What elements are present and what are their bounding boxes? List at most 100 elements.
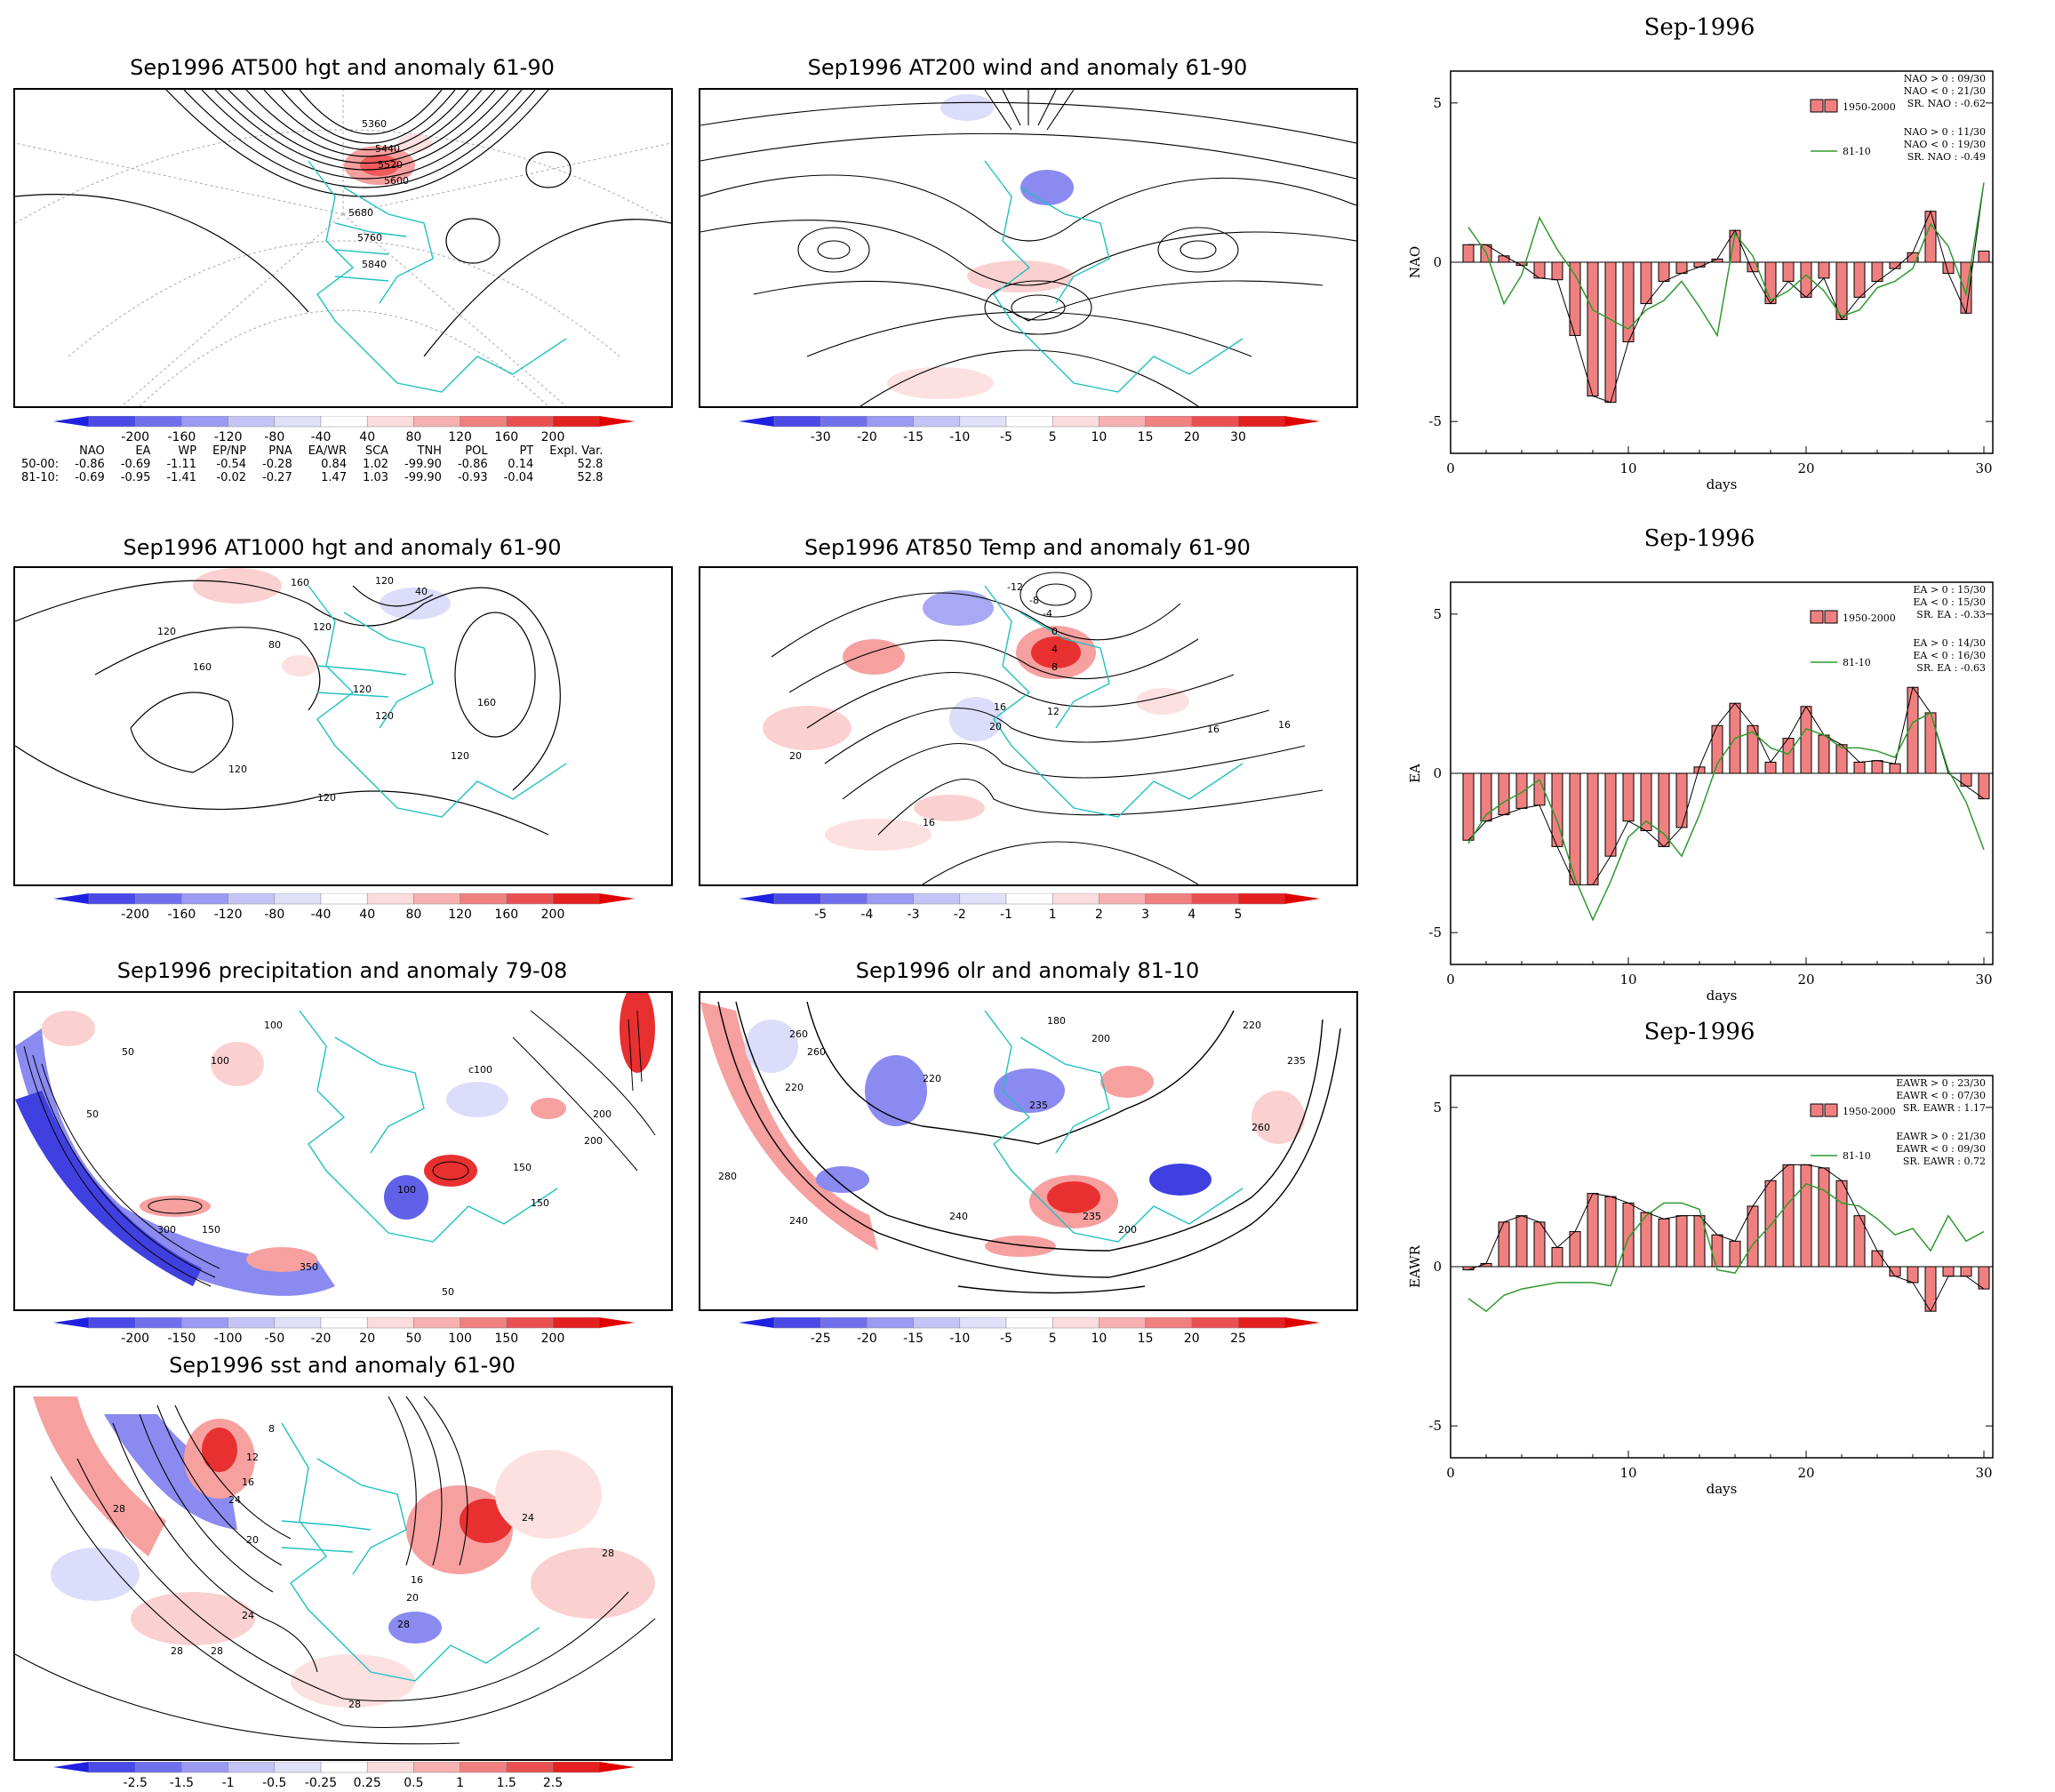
contour-labels: 180 200 220 235 240 260 280 220 260 235 … — [718, 1015, 1306, 1236]
colorbar-tick-label: 160 — [494, 430, 518, 444]
colorbar-segment — [413, 1317, 460, 1329]
legend-stat: SR. EAWR : 0.72 — [1903, 1156, 1986, 1167]
bar — [1835, 1180, 1848, 1268]
map-olr: 180 200 220 235 240 260 280 220 260 235 … — [699, 991, 1358, 1311]
colorbar-tick-label: -160 — [168, 430, 196, 444]
coastline — [308, 585, 567, 818]
colorbar-segment — [506, 893, 554, 905]
bar — [1462, 244, 1475, 263]
index-value: -0.28 — [262, 458, 292, 471]
svg-text:150: 150 — [531, 1197, 549, 1209]
legend-stat: SR. EA : -0.33 — [1916, 609, 1986, 620]
svg-text:4: 4 — [1051, 644, 1058, 655]
svg-text:300: 300 — [157, 1224, 176, 1236]
svg-text:20: 20 — [989, 721, 1002, 732]
colorbar-segment — [366, 416, 414, 428]
colorbar-tick-label: -80 — [264, 430, 284, 444]
y-axis-label: EAWR — [1407, 1244, 1423, 1288]
colorbar-segment — [820, 1317, 868, 1329]
svg-text:28: 28 — [171, 1645, 183, 1657]
y-tick-label: 5 — [1433, 95, 1442, 111]
svg-text:120: 120 — [317, 792, 336, 804]
bar — [1515, 1215, 1528, 1268]
contour-labels: 50 100 150 200 300 350 50 100 100 150 c1… — [86, 1020, 612, 1298]
legend-stat: SR. NAO : -0.49 — [1907, 151, 1986, 163]
anomaly-area — [1136, 688, 1189, 715]
colorbar-tick-label: 3 — [1141, 908, 1149, 922]
colorbar-segment — [552, 416, 600, 428]
index-header: PNA — [268, 444, 292, 458]
anomaly-area — [1100, 1066, 1154, 1098]
colorbar-segment — [320, 416, 368, 428]
colorbar-segment — [1051, 416, 1099, 428]
colorbar-tick-label: -40 — [311, 908, 332, 922]
colorbar-tick-label: 80 — [405, 430, 421, 444]
contours — [717, 1001, 1341, 1294]
bar — [1782, 261, 1795, 282]
y-tick-label: 5 — [1433, 606, 1442, 622]
colorbar-segment — [506, 1317, 554, 1329]
colorbar-tick-label: 200 — [541, 908, 565, 922]
legend-label-bar: 1950-2000 — [1843, 612, 1896, 624]
x-tick-label: 20 — [1797, 972, 1814, 988]
y-tick-label: -5 — [1428, 1418, 1442, 1434]
colorbar-segment — [506, 1762, 554, 1773]
colorbar-tick-label: 15 — [1138, 1332, 1154, 1346]
colorbar-segment — [1191, 893, 1239, 905]
colorbar-tick-label: 5 — [1235, 908, 1243, 922]
streamlines — [700, 90, 1356, 406]
svg-text:120: 120 — [313, 621, 332, 633]
colorbar-tick-label: 20 — [1184, 1332, 1200, 1346]
index-value: 0.14 — [508, 458, 534, 471]
index-value: 0.84 — [321, 458, 348, 471]
svg-text:120: 120 — [375, 710, 394, 722]
anomaly-area — [887, 367, 994, 399]
bar — [1978, 772, 1990, 800]
svg-text:16: 16 — [242, 1476, 254, 1488]
svg-text:200: 200 — [1118, 1224, 1137, 1236]
bar — [1800, 706, 1812, 774]
chart-eawr: 5 0 -5 0 10 20 30 days EAWR 1950-2000 EAWR > 0 : 2… — [1407, 1075, 1994, 1497]
svg-text:-12: -12 — [1007, 581, 1023, 593]
svg-text:150: 150 — [202, 1224, 220, 1236]
colorbar-segment — [88, 1317, 136, 1329]
colorbar-segment — [773, 416, 821, 428]
index-value: -0.54 — [216, 458, 247, 471]
bar — [1729, 1240, 1741, 1268]
bar — [1853, 761, 1866, 774]
bar — [1533, 1221, 1546, 1268]
x-tick-label: 0 — [1446, 460, 1455, 476]
svg-text:-4: -4 — [1043, 608, 1052, 620]
index-value: -0.27 — [262, 471, 292, 484]
colorbar-segment — [773, 1317, 821, 1329]
svg-text:120: 120 — [157, 626, 176, 637]
svg-text:8: 8 — [268, 1423, 275, 1435]
colorbar-segment — [366, 1762, 414, 1773]
colorbar-segment — [274, 893, 322, 905]
x-tick-label: 0 — [1446, 972, 1455, 988]
legend-stat: NAO < 0 : 21/30 — [1904, 85, 1986, 97]
colorbar-svg: -200 -150 -100 -50 -20 20 50 100 150 200 — [53, 1317, 636, 1346]
index-value: -0.95 — [120, 471, 151, 484]
bar — [1871, 760, 1883, 774]
svg-text:160: 160 — [477, 697, 496, 708]
colorbar-segment — [506, 416, 554, 428]
colorbar: -5 -4 -3 -2 -1 1 2 3 4 5 — [739, 893, 1334, 924]
chart-title: Sep-1996 — [1643, 525, 1755, 552]
svg-text:5680: 5680 — [348, 207, 373, 219]
legend-stat: EAWR < 0 : 07/30 — [1896, 1090, 1986, 1101]
colorbar-segment — [1099, 416, 1146, 428]
colorbar-arrow-right — [1284, 893, 1321, 904]
svg-text:100: 100 — [211, 1055, 229, 1067]
index-value: -0.69 — [75, 471, 105, 484]
colorbar-tick-label: -2.5 — [124, 1776, 148, 1790]
svg-text:200: 200 — [593, 1108, 612, 1120]
chart-title: Sep-1996 — [1643, 14, 1755, 41]
colorbar-segment — [366, 893, 414, 905]
colorbar-tick-label: 200 — [541, 430, 565, 444]
index-value: 52.8 — [577, 471, 604, 484]
legend-swatch-bar — [1810, 99, 1824, 113]
bar — [1747, 1205, 1759, 1268]
colorbar-segment — [1191, 1317, 1239, 1329]
svg-text:20: 20 — [406, 1592, 419, 1604]
